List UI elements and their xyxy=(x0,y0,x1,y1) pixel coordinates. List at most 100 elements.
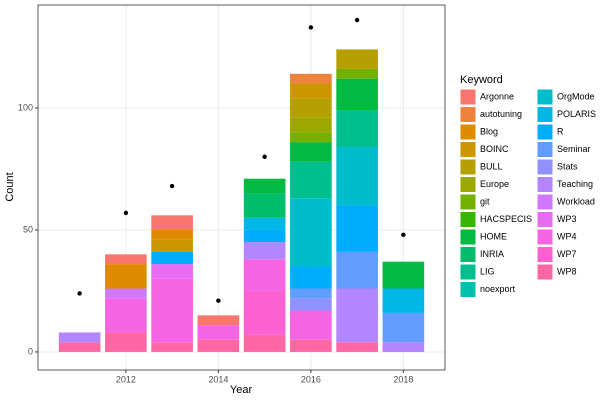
legend-key xyxy=(459,211,477,228)
bar-segment xyxy=(151,278,193,343)
legend-key xyxy=(459,106,477,123)
legend-key xyxy=(536,211,554,228)
legend-key xyxy=(536,141,554,158)
legend-label: autotuning xyxy=(480,109,522,119)
x-tick-label: 2012 xyxy=(116,374,136,384)
y-tick-label: 50 xyxy=(23,224,33,234)
bar-segment xyxy=(243,178,286,194)
bar-segment xyxy=(336,110,378,147)
legend-key xyxy=(459,228,477,246)
bar-segment xyxy=(105,298,147,333)
bar-segment xyxy=(105,254,147,265)
point xyxy=(216,298,221,303)
bar-segment xyxy=(151,342,193,352)
legend-label: WP3 xyxy=(557,214,577,224)
bar-segment xyxy=(243,217,286,230)
x-tick-label: 2014 xyxy=(208,374,228,384)
bar-segment xyxy=(290,310,332,340)
legend-key xyxy=(536,176,554,193)
bar-segment xyxy=(105,264,147,289)
bar-segment xyxy=(105,288,147,299)
legend-key xyxy=(459,246,477,263)
bar-segment xyxy=(290,198,332,267)
bar-segment xyxy=(243,259,286,291)
legend-label: HACSPECIS xyxy=(480,214,532,224)
bar-segment xyxy=(290,266,332,289)
bar-segment xyxy=(151,251,193,265)
x-tick-label: 2018 xyxy=(393,374,413,384)
bar-segment xyxy=(151,264,193,279)
legend-label: BULL xyxy=(480,161,503,171)
x-axis-title: Year xyxy=(230,384,253,396)
bar-segment xyxy=(382,342,425,352)
legend-key xyxy=(536,88,554,106)
bar-segment xyxy=(336,342,378,352)
legend-key xyxy=(536,193,554,211)
bar-segment xyxy=(336,205,378,252)
bar-segment xyxy=(336,146,378,206)
point xyxy=(262,154,267,159)
legend-key xyxy=(459,141,477,158)
legend-label: Blog xyxy=(480,126,498,136)
point xyxy=(401,232,406,238)
legend-key xyxy=(536,263,554,281)
bar-segment xyxy=(290,288,332,299)
y-tick-label: 0 xyxy=(28,346,33,356)
bar-segment xyxy=(382,312,425,343)
legend-key xyxy=(459,123,477,141)
legend-label: WP4 xyxy=(557,231,577,241)
plot-area xyxy=(38,5,445,370)
legend-label: Seminar xyxy=(557,144,591,154)
legend-label: Argonne xyxy=(480,91,514,101)
bar-segment xyxy=(290,83,332,99)
bar-segment xyxy=(105,332,147,352)
bar-segment xyxy=(243,242,286,260)
bar-segment xyxy=(58,332,101,343)
bar-segment xyxy=(197,339,240,352)
bar-segment xyxy=(382,261,425,289)
point xyxy=(169,183,175,189)
legend-label: Workload xyxy=(557,196,595,206)
y-tick-label: 100 xyxy=(18,102,33,112)
legend-label: HOME xyxy=(480,231,507,241)
bar-segment xyxy=(290,298,332,311)
bar-segment xyxy=(290,142,332,162)
x-tick-label: 2016 xyxy=(301,374,321,384)
bar-segment xyxy=(290,73,332,84)
point xyxy=(77,291,82,296)
legend-key xyxy=(459,88,477,106)
bar-segment xyxy=(290,161,332,199)
bar-segment xyxy=(290,117,332,133)
bar-segment xyxy=(336,49,378,69)
legend-label: R xyxy=(557,126,564,136)
bar-segment xyxy=(243,229,286,243)
legend-title: Keyword xyxy=(460,74,503,86)
bar-segment xyxy=(243,334,286,352)
bar-segment xyxy=(290,132,332,143)
legend-key xyxy=(459,193,477,211)
point xyxy=(308,25,314,30)
legend-key xyxy=(536,123,554,141)
bar-segment xyxy=(243,193,286,218)
bar-segment xyxy=(151,229,193,240)
legend-key xyxy=(459,263,477,281)
bar-segment xyxy=(243,290,286,335)
bar-segment xyxy=(336,68,378,79)
legend-label: OrgMode xyxy=(557,91,595,101)
bar-segment xyxy=(382,288,425,313)
bar-segment xyxy=(197,315,240,326)
panel-border xyxy=(37,4,446,371)
legend-label: LIG xyxy=(480,266,495,276)
bar-segment xyxy=(290,339,332,352)
legend-label: noexport xyxy=(480,284,516,294)
bar-segment xyxy=(151,215,193,230)
legend-key xyxy=(459,281,477,298)
bar-segment xyxy=(336,288,378,343)
point xyxy=(354,17,360,23)
legend-key xyxy=(459,158,477,176)
point xyxy=(123,210,129,216)
legend-key xyxy=(536,158,554,176)
bar-segment xyxy=(290,98,332,118)
legend-label: Stats xyxy=(557,161,578,171)
